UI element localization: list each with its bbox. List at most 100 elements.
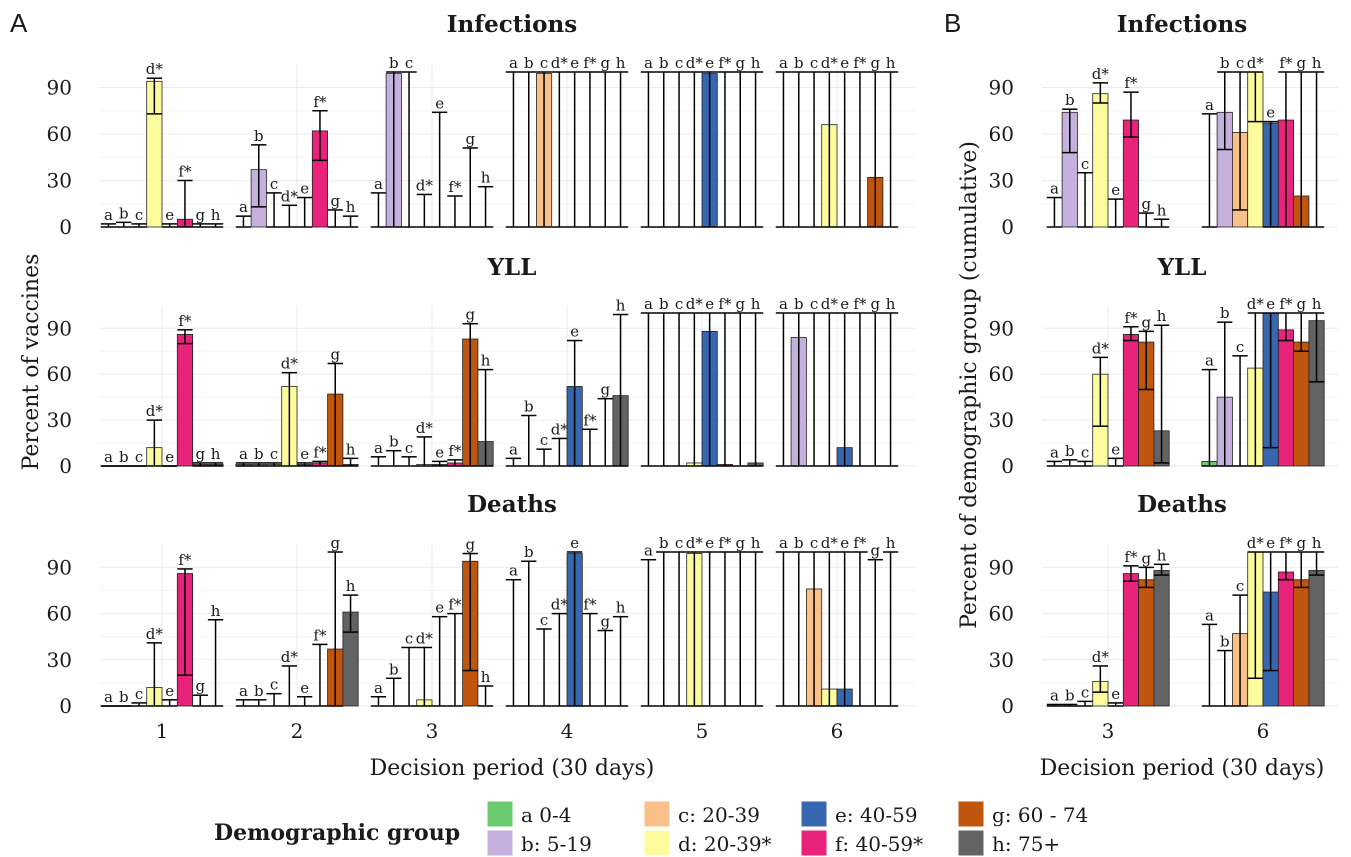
group-letter: c <box>675 295 683 313</box>
group-letter: c <box>405 439 413 457</box>
y-axis-title-a: Percent of vaccines <box>19 254 44 471</box>
y-tick-label: 0 <box>1001 215 1014 239</box>
group-letter: g <box>465 306 475 324</box>
group-letter: g <box>195 445 205 463</box>
bar-g <box>1293 341 1310 467</box>
group-letter: d* <box>821 54 839 72</box>
bar-fstar <box>1277 329 1295 467</box>
group-letter: d* <box>551 54 569 72</box>
group-letter: a <box>1050 443 1059 461</box>
y-tick-label: 60 <box>989 122 1014 146</box>
group-letter: d* <box>821 295 839 313</box>
group-letter: c <box>675 534 683 552</box>
group-letter: e <box>840 534 849 552</box>
legend-item-b: b: 5-19 <box>486 829 592 857</box>
group-letter: e <box>300 679 309 697</box>
x-tick-label: 6 <box>1257 719 1270 743</box>
group-letter: h <box>1157 546 1167 564</box>
legend-label: a 0-4 <box>521 803 572 827</box>
group-letter: h <box>211 445 221 463</box>
y-tick-label: 30 <box>989 408 1014 432</box>
x-tick-label: 2 <box>291 719 304 743</box>
bar-g <box>1138 579 1155 707</box>
group-letter: e <box>165 206 174 224</box>
group-letter: g <box>330 534 340 552</box>
group-letter: b <box>659 54 669 72</box>
group-letter: a <box>779 295 788 313</box>
group-letter: a <box>239 445 248 463</box>
group-letter: h <box>1312 295 1322 313</box>
group-letter: a <box>374 679 383 697</box>
group-letter: d* <box>1247 534 1265 552</box>
group-letter: f* <box>1124 74 1138 92</box>
group-letter: a <box>509 54 518 72</box>
group-letter: d* <box>686 534 704 552</box>
group-letter: f* <box>1124 309 1138 327</box>
group-letter: f* <box>853 295 867 313</box>
legend: a 0-4 b: 5-19 c: 20-39 d: 20-39* e: 40-59 f: … <box>486 800 1088 857</box>
group-letter: c <box>675 54 683 72</box>
x-tick-label: 3 <box>426 719 439 743</box>
group-letter: h <box>481 668 491 686</box>
group-letter: e <box>165 682 174 700</box>
group-letter: b <box>1220 633 1230 651</box>
y-tick-label: 60 <box>47 602 72 626</box>
group-letter: a <box>239 682 248 700</box>
group-letter: d* <box>146 60 164 78</box>
group-letter: c <box>540 431 548 449</box>
group-letter: b <box>794 54 804 72</box>
row-title: YLL <box>487 254 537 281</box>
legend-label: d: 20-39* <box>678 832 772 856</box>
group-letter: f* <box>313 443 327 461</box>
group-letter: e <box>705 534 714 552</box>
group-letter: h <box>751 295 761 313</box>
group-letter: f* <box>448 596 462 614</box>
group-letter: g <box>1141 313 1151 331</box>
group-letter: d* <box>146 402 164 420</box>
group-letter: c <box>405 629 413 647</box>
group-letter: h <box>1157 201 1167 219</box>
y-tick-label: 0 <box>1001 454 1014 478</box>
group-letter: g <box>600 613 610 631</box>
y-tick-label: 90 <box>47 76 72 100</box>
group-letter: g <box>870 542 880 560</box>
group-letter: f* <box>178 551 192 569</box>
group-letter: b <box>794 295 804 313</box>
legend-label: c: 20-39 <box>678 803 760 827</box>
legend-item-d: d: 20-39* <box>643 829 772 857</box>
legend-label: e: 40-59 <box>835 803 918 827</box>
x-tick-label: 4 <box>561 719 574 743</box>
group-letter: a <box>1205 96 1214 114</box>
group-letter: f* <box>583 596 597 614</box>
group-letter: d* <box>686 295 704 313</box>
group-letter: c <box>270 676 278 694</box>
row-title: Infections <box>447 11 577 38</box>
y-tick-label: 30 <box>47 169 72 193</box>
group-letter: a <box>1050 180 1059 198</box>
group-letter: b <box>1220 304 1230 322</box>
x-tick-label: 1 <box>156 719 169 743</box>
legend-swatch <box>643 829 671 857</box>
group-letter: g <box>330 192 340 210</box>
legend-item-e: e: 40-59 <box>800 800 918 828</box>
group-letter: g <box>870 295 880 313</box>
group-letter: h <box>1157 307 1167 325</box>
group-letter: b <box>1065 686 1075 704</box>
group-letter: b <box>524 543 534 561</box>
group-letter: c <box>810 54 818 72</box>
legend-item-f: f: 40-59* <box>800 829 923 857</box>
group-letter: a <box>104 206 113 224</box>
group-letter: f* <box>853 534 867 552</box>
group-letter: h <box>211 206 221 224</box>
group-letter: b <box>389 433 399 451</box>
group-letter: b <box>389 54 399 72</box>
group-letter: c <box>1236 577 1244 595</box>
group-letter: e <box>705 54 714 72</box>
legend-item-h: h: 75+ <box>957 829 1060 857</box>
y-tick-label: 90 <box>989 555 1014 579</box>
group-letter: g <box>1296 54 1306 72</box>
group-letter: a <box>374 175 383 193</box>
group-letter: c <box>540 611 548 629</box>
group-letter: d* <box>821 534 839 552</box>
